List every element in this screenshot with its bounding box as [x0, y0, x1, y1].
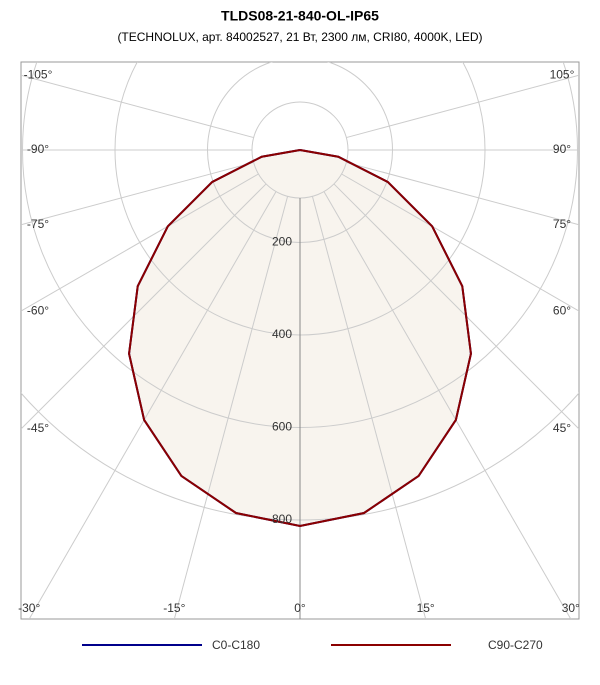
- grid-ray: [333, 183, 579, 430]
- chart-subtitle: (TECHNOLUX, арт. 84002527, 21 Вт, 2300 л…: [117, 30, 482, 44]
- angle-tick-label: -15°: [163, 601, 185, 615]
- r-tick-label: 400: [272, 327, 292, 341]
- angle-tick-label: -45°: [27, 421, 49, 435]
- angle-tick-label: -30°: [18, 601, 40, 615]
- grid-ray: [311, 196, 427, 619]
- series-line: [128, 149, 472, 528]
- angle-tick-label: 0°: [294, 601, 306, 615]
- grid-ray: [21, 74, 254, 139]
- grid-ray: [346, 161, 579, 226]
- chart-title: TLDS08-21-840-OL-IP65: [221, 8, 379, 24]
- angle-tick-label: -60°: [27, 303, 49, 317]
- grid-ray: [21, 183, 267, 430]
- angle-tick-label: 45°: [553, 421, 571, 435]
- angle-tick-label: -90°: [27, 142, 49, 156]
- grid-ray: [21, 161, 254, 226]
- grid-ray: [173, 196, 289, 619]
- plot-area: [21, 62, 579, 619]
- r-tick-label: 600: [272, 420, 292, 434]
- grid-ray: [28, 191, 277, 619]
- angle-tick-label: 90°: [553, 142, 571, 156]
- angle-tick-label: 15°: [417, 601, 435, 615]
- legend-label: C90-C270: [488, 638, 543, 652]
- legend-label: C0-C180: [212, 638, 260, 652]
- r-tick-label: 800: [272, 512, 292, 526]
- grid-ray: [341, 173, 579, 312]
- angle-tick-label: -75°: [27, 217, 49, 231]
- angle-tick-label: 105°: [550, 67, 575, 81]
- grid-ray: [21, 173, 259, 312]
- r-tick-label: 200: [272, 235, 292, 249]
- angle-tick-label: 30°: [562, 601, 580, 615]
- grid-ray: [323, 191, 572, 619]
- grid-ray: [346, 74, 579, 139]
- angle-tick-label: 60°: [553, 303, 571, 317]
- angle-tick-label: -105°: [24, 67, 53, 81]
- angle-tick-label: 75°: [553, 217, 571, 231]
- labels: -105° -90° -75° -60° -45° -30° -15° 0° 15° 30° 45°…: [18, 67, 580, 652]
